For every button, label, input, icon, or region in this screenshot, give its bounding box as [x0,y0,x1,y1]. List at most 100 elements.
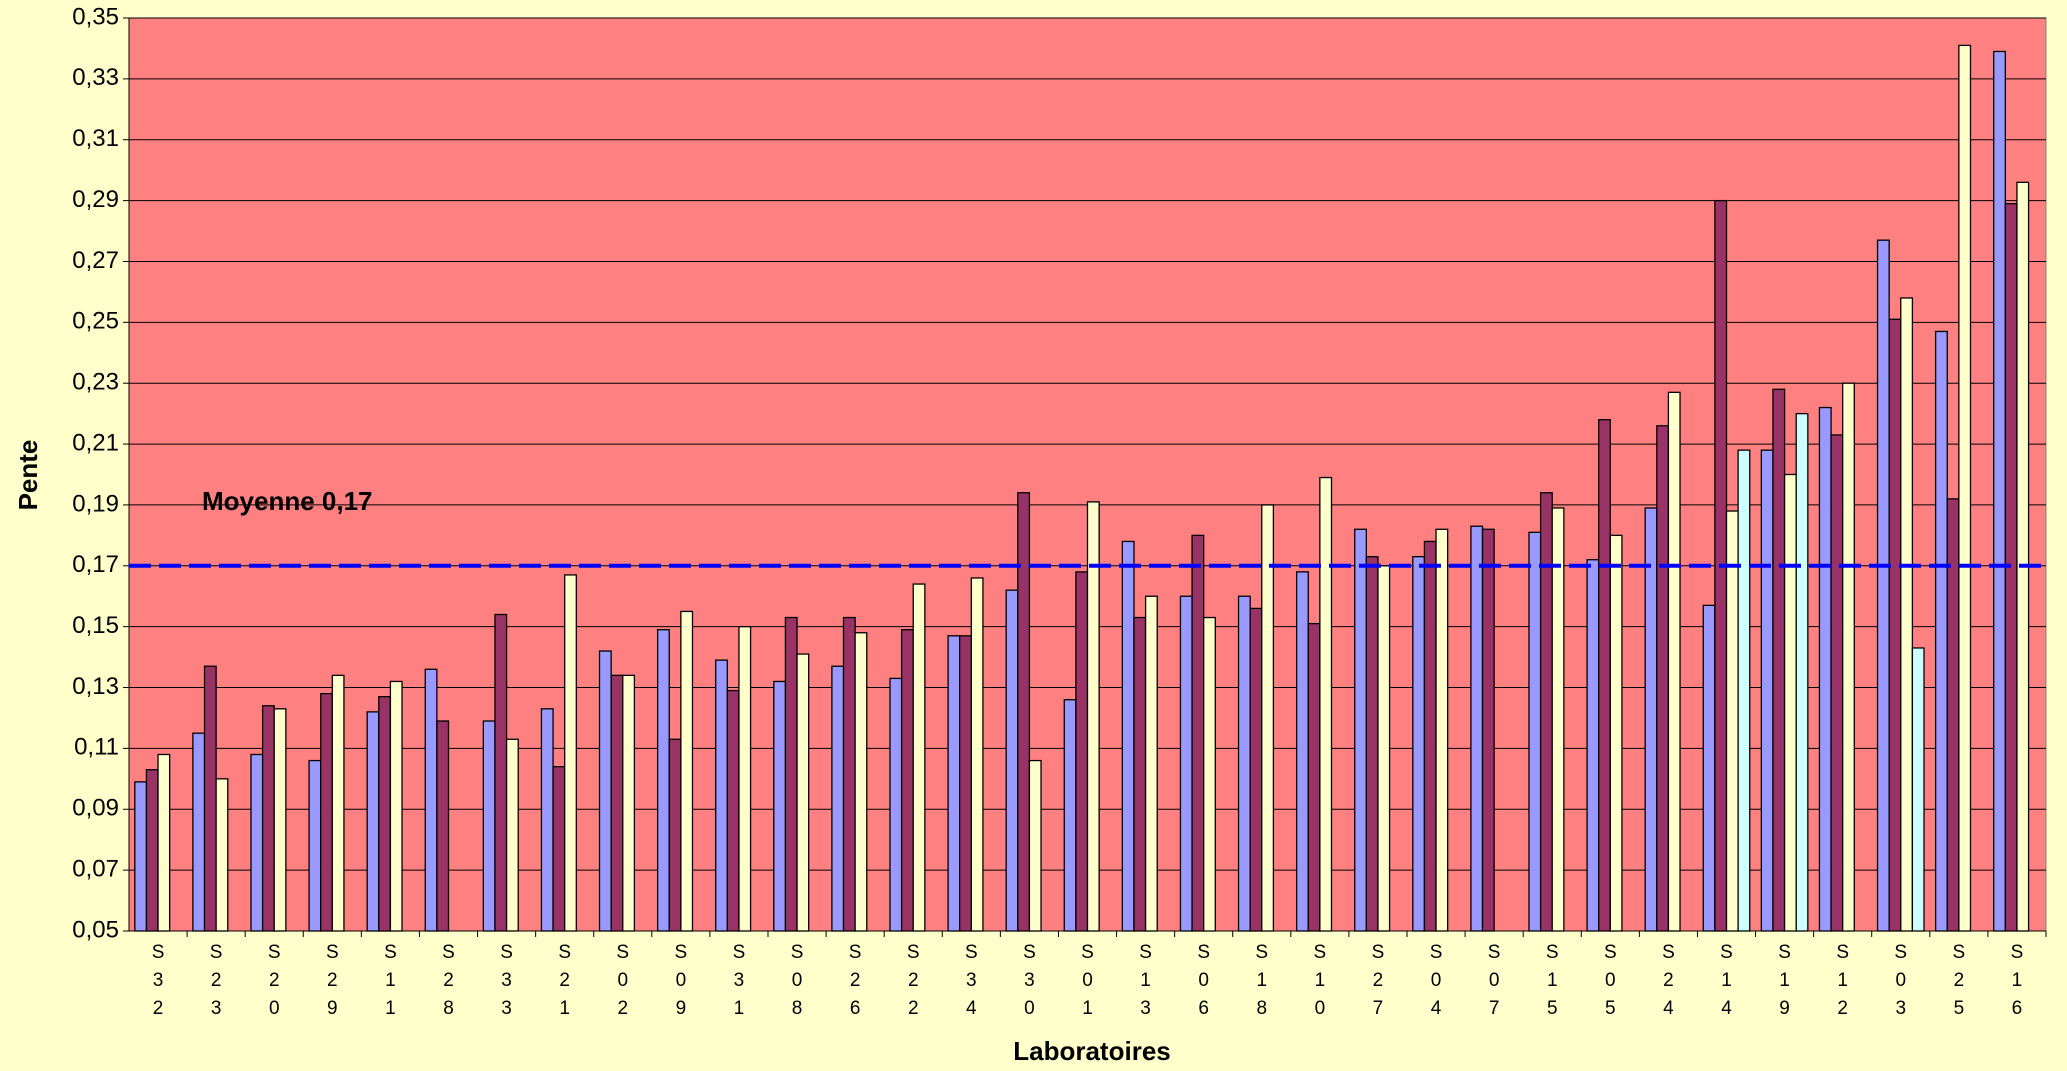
y-axis-title: Pente [13,440,43,511]
bar [1307,622,1321,932]
bar [656,629,670,932]
bar [1028,759,1042,932]
bar [1319,476,1333,932]
bar [1528,531,1542,932]
bar [738,626,752,932]
y-tick-label: 0,35 [72,3,119,30]
bar [564,574,577,932]
bar [1203,616,1216,932]
bar [1993,50,2006,932]
bar [1063,699,1077,932]
bar [320,692,333,932]
bar [889,677,903,932]
bar [680,610,694,932]
bar [1144,595,1158,932]
y-tick-label: 0,11 [74,734,119,761]
bar [900,629,914,932]
bar [1760,449,1774,932]
bar [1261,504,1275,932]
bar [1086,501,1100,932]
bar [1005,589,1019,932]
bar [1354,528,1367,932]
bar [970,577,984,932]
bar [1737,449,1751,932]
bar [1365,556,1379,932]
y-tick-label: 0,27 [72,247,119,274]
bar [1911,647,1925,932]
bar [1946,498,1960,932]
bar [424,668,438,932]
annotation: Moyenne 0,17 [202,486,373,516]
bar [273,708,287,932]
y-tick-label: 0,15 [72,612,119,639]
bar [796,653,810,932]
y-tick-label: 0,07 [72,855,119,882]
bar [1958,44,1972,932]
bar [145,769,159,932]
bar [842,616,856,932]
bar [1586,559,1600,932]
bar [2016,181,2030,932]
y-tick-label: 0,19 [72,490,119,517]
bar [215,778,229,932]
bar [854,632,868,932]
bar [494,613,508,932]
bar [831,665,845,932]
bar [1725,510,1739,932]
y-tick-label: 0,09 [72,795,119,822]
y-tick-label: 0,17 [72,551,119,578]
bar [1435,528,1449,932]
bar [389,680,403,932]
bar [1237,595,1251,932]
bar [1423,540,1437,932]
bar [505,738,519,932]
bar [308,759,322,932]
bar [773,680,787,932]
bar [261,705,275,932]
bar [598,650,612,932]
bar [959,635,972,932]
bar [1772,388,1786,932]
y-tick-label: 0,13 [72,673,119,700]
bar [1017,492,1031,932]
bar [1795,412,1809,932]
bar [1900,297,1914,932]
bar [1888,318,1902,932]
bar [1133,616,1147,932]
bar [1609,534,1623,932]
y-tick-label: 0,23 [72,369,119,396]
bar [1249,607,1263,932]
y-tick-label: 0,21 [72,429,119,456]
bar [436,720,450,932]
bar [1075,571,1089,932]
bar [1481,528,1495,932]
bar [1934,330,1948,932]
bar [1644,507,1658,932]
bar [1179,595,1193,932]
bar [366,711,380,932]
bar [1295,571,1309,932]
bar [1783,473,1797,932]
y-tick-label: 0,25 [72,308,119,335]
bar [947,635,961,932]
bar [331,674,345,932]
